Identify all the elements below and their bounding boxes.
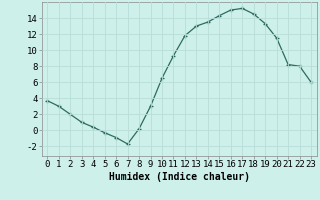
X-axis label: Humidex (Indice chaleur): Humidex (Indice chaleur) — [109, 172, 250, 182]
